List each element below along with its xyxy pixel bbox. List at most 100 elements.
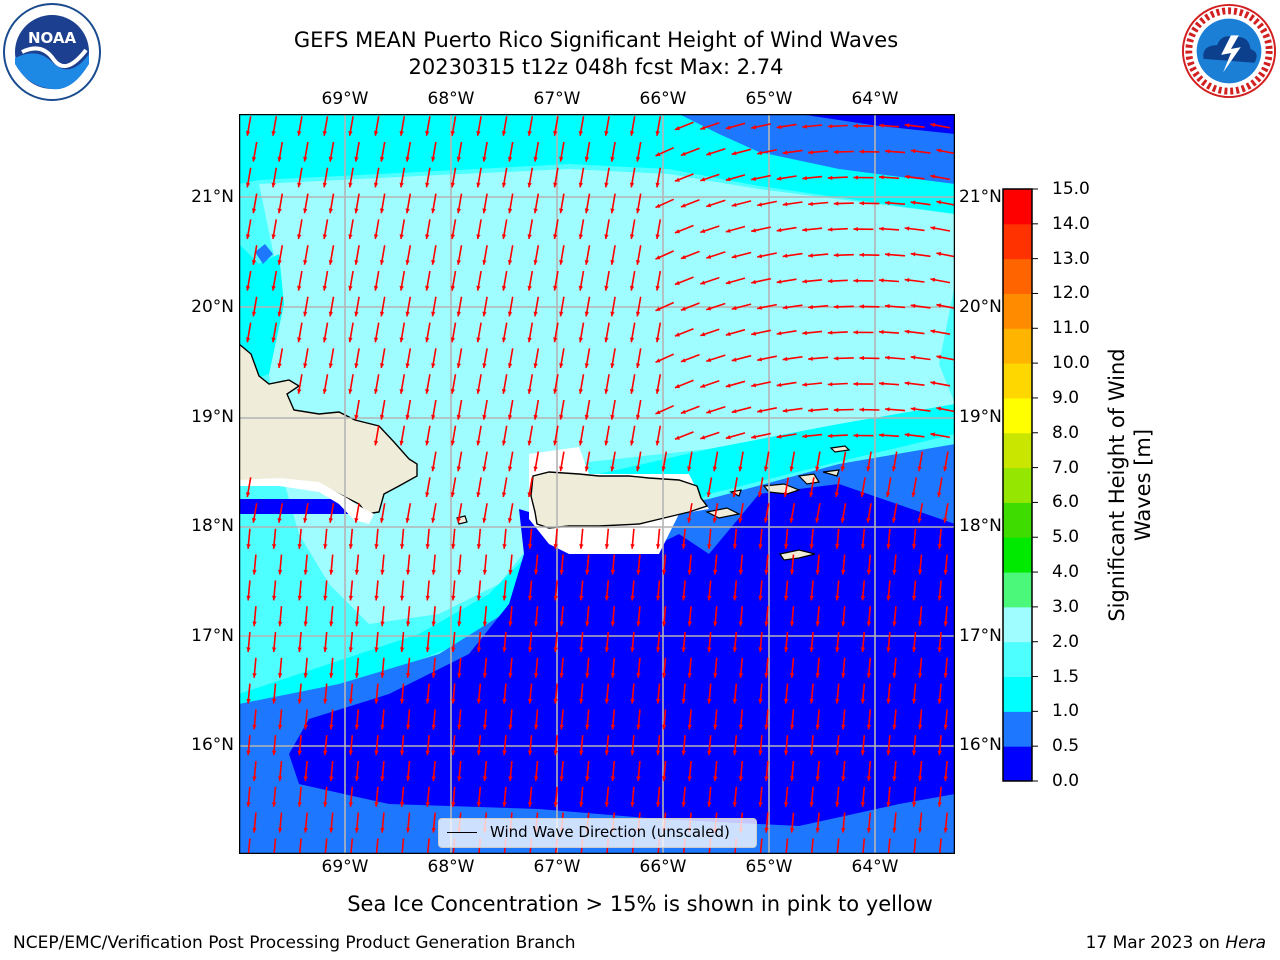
wind-arrow-head [879, 226, 884, 231]
wind-arrow-head [482, 414, 487, 420]
wind-arrow-head [604, 337, 609, 343]
wind-arrow-head [373, 234, 379, 239]
wind-wave-direction-arrows [245, 116, 955, 854]
wind-arrow-head [553, 595, 558, 601]
wind-arrow-head [277, 208, 282, 214]
wind-arrow-head [559, 363, 564, 368]
wind-arrow-head [482, 466, 487, 472]
wind-arrow-head [930, 277, 936, 282]
wind-arrow-head [502, 698, 507, 704]
wind-arrow-head [373, 389, 379, 394]
wind-arrow-head [937, 750, 942, 756]
wind-arrow-head [840, 518, 845, 523]
wind-arrow-head [738, 673, 744, 678]
wind-arrow-head [802, 176, 807, 181]
wind-arrow-head [456, 156, 461, 162]
wind-arrow-head [354, 414, 359, 420]
virgin-islands [762, 469, 840, 495]
wind-arrow-head [425, 698, 430, 704]
wind-arrow-head [425, 285, 430, 291]
wind-arrow-head [827, 433, 833, 438]
wind-arrow-head [630, 698, 635, 704]
wind-arrow-head [528, 802, 533, 807]
wind-arrow-head [431, 776, 436, 781]
wind-arrow-head [450, 389, 455, 394]
wind-arrow-head [687, 776, 692, 781]
wind-arrow-head [456, 414, 461, 420]
colorbar-tick-label: 5.0 [1052, 527, 1080, 548]
wind-arrow-head [840, 466, 845, 472]
wind-arrow-head [655, 255, 661, 260]
wind-arrow-head [297, 647, 302, 652]
wind-arrow-head [297, 131, 302, 136]
wind-arrow-head [533, 260, 538, 265]
wind-arrow [401, 838, 405, 854]
wind-arrow-head [789, 518, 794, 523]
colorbar [1002, 188, 1038, 782]
st-croix-island [779, 549, 816, 561]
wind-arrow-head [431, 260, 436, 265]
wind-arrow-head [329, 827, 334, 833]
wind-arrow-head [297, 182, 302, 188]
wind-arrow-head [278, 724, 283, 730]
wind-arrow-head [584, 466, 589, 472]
wind-arrow-head [809, 750, 814, 756]
wind-arrow-head [758, 595, 763, 601]
wind-arrow-head [827, 175, 833, 180]
wind-arrow-head [853, 433, 858, 438]
wind-arrow-head [354, 621, 360, 627]
wind-arrow-head [297, 234, 302, 239]
wind-arrow-head [450, 285, 455, 291]
wind-arrow-head [553, 698, 558, 704]
wind-arrow-head [629, 440, 635, 446]
wind-arrow-head [303, 569, 308, 575]
wind-arrow-head [656, 544, 661, 549]
wind-arrow-head [943, 569, 948, 575]
lat-label-right: 16°N [959, 735, 1002, 755]
wind-arrow-head [373, 337, 379, 343]
wind-arrow-head [860, 544, 866, 549]
wind-arrow-head [610, 466, 615, 472]
wind-arrow-head [579, 647, 584, 652]
wind-arrow-head [271, 337, 276, 343]
wind-arrow-head [827, 278, 833, 284]
wind-arrow-head [277, 363, 282, 368]
wind-arrow-head [323, 544, 328, 549]
wind-arrow-head [323, 698, 328, 704]
colorbar-tick-label: 6.0 [1052, 492, 1080, 513]
wind-arrow-head [757, 357, 762, 362]
wind-arrow-head [425, 131, 430, 136]
wind-arrow-head [348, 595, 354, 601]
wind-arrow-head [348, 647, 354, 652]
wind-arrow-head [553, 389, 558, 394]
wind-arrow-head [502, 595, 507, 601]
wind-arrow-head [707, 595, 712, 601]
noaa-logo-text: NOAA [28, 29, 77, 47]
wind-arrow-head [272, 595, 277, 601]
wind-arrow-head [859, 149, 864, 154]
wind-arrow-head [425, 544, 430, 549]
wind-arrow-head [885, 355, 890, 360]
lon-label-bottom: 65°W [745, 857, 793, 877]
legend-line-swatch [447, 832, 477, 833]
wind-arrow-head [451, 544, 456, 549]
wind-arrow-head [700, 228, 706, 233]
wind-arrow-head [662, 621, 667, 627]
wind-arrow-head [507, 518, 513, 523]
colorbar-tick-label: 9.0 [1052, 387, 1080, 408]
wind-arrow-head [757, 202, 762, 207]
wind-arrow-head [527, 234, 532, 239]
wind-arrow-head [635, 260, 641, 265]
wind-arrow-head [456, 311, 461, 317]
wind-arrow-head [758, 544, 763, 549]
wind-arrow-head [680, 306, 686, 311]
wind-arrow-head [630, 595, 635, 601]
wind-arrow-head [502, 750, 507, 756]
wind-arrow-head [297, 544, 302, 549]
wind-arrow-head [892, 621, 897, 627]
wind-arrow-head [859, 252, 864, 257]
wind-arrow-head [508, 569, 513, 575]
wind-arrow-head [732, 802, 738, 807]
wind-arrow-head [680, 255, 686, 259]
wind-arrow-head [866, 466, 871, 472]
